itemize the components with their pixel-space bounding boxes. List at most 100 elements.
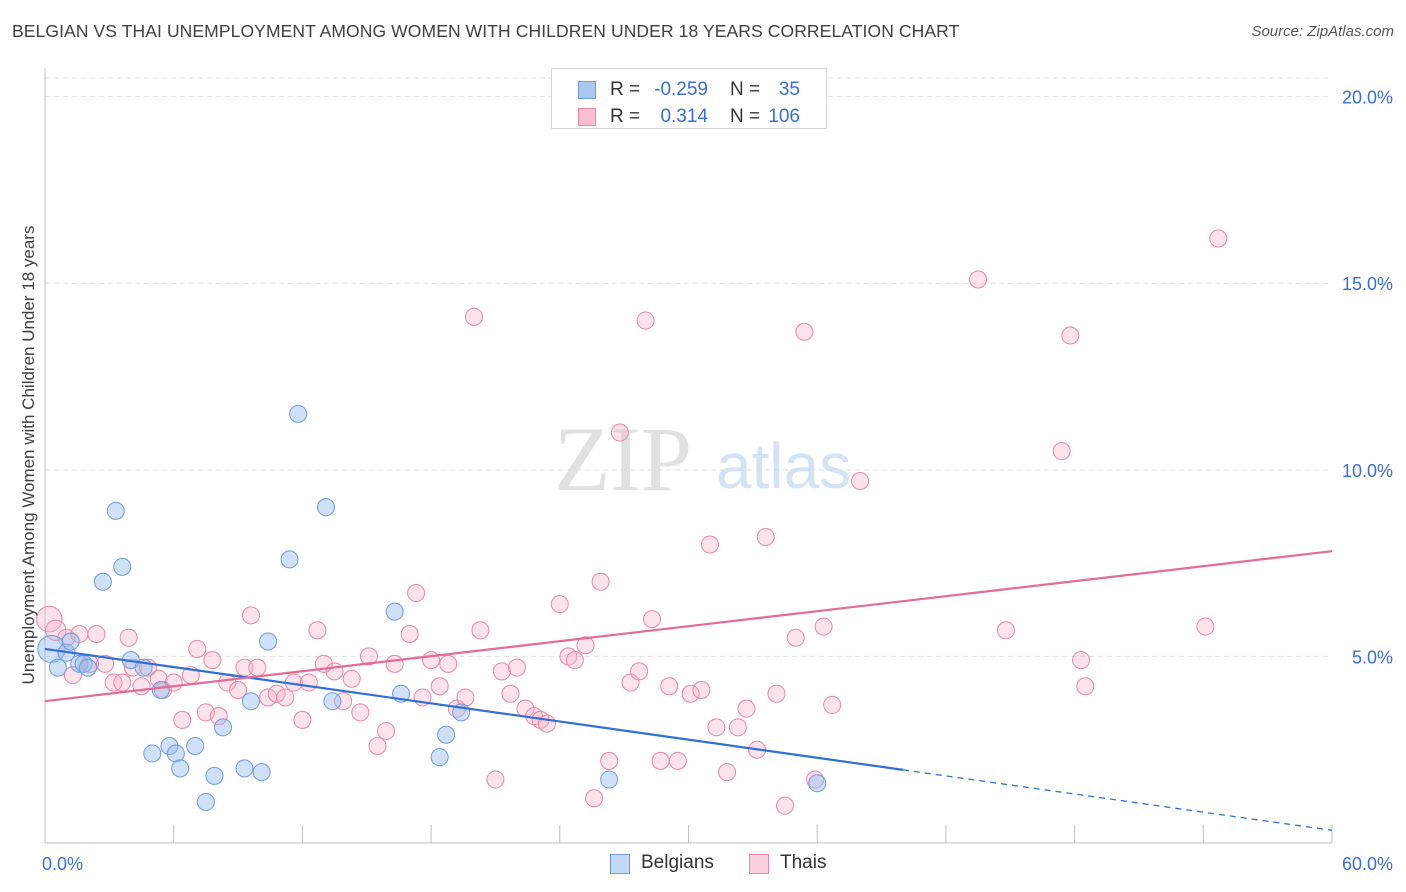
belgian-point [106, 501, 125, 520]
thai-point [229, 681, 248, 699]
thai-point [1209, 229, 1228, 248]
thai-point [1052, 442, 1071, 461]
thai-point [385, 654, 404, 673]
n-value: 106 [768, 106, 800, 127]
thai-point [507, 658, 526, 677]
thai-point [814, 617, 833, 636]
thai-point [123, 658, 142, 677]
belgian-point [241, 692, 260, 711]
thai-point [359, 647, 378, 666]
belgian-point [143, 744, 162, 763]
n-label: N = [730, 106, 761, 127]
belgian-point [113, 557, 132, 576]
belgian-point [171, 759, 190, 778]
source-label: Source: ZipAtlas.com [1251, 23, 1394, 40]
belgian-point [316, 498, 335, 517]
thai-point [692, 681, 711, 699]
thai-point [1076, 677, 1095, 696]
belgian-trend-extension [902, 769, 1333, 831]
belgian-point [93, 572, 112, 591]
thai-point [795, 322, 814, 341]
r-value: -0.259 [654, 79, 708, 100]
thai-point [267, 684, 286, 703]
belgian-point [280, 550, 299, 569]
belgian-point [323, 692, 342, 711]
belgian-trend-line [44, 647, 904, 771]
thai-point [241, 606, 260, 625]
chart-title: BELGIAN VS THAI UNEMPLOYMENT AMONG WOMEN… [12, 21, 960, 41]
thai-point [377, 722, 396, 741]
r-value: 0.314 [660, 106, 708, 127]
thai-point [486, 770, 505, 789]
x-tick-label: 0.0% [42, 854, 83, 874]
thai-point [203, 651, 222, 670]
thai-point [465, 307, 483, 326]
correlation-legend: R = -0.259 N = 35 R = 0.314 N = 106 [551, 68, 827, 129]
axes [44, 68, 1333, 844]
belgian-point [70, 654, 89, 673]
belgian-point [186, 736, 205, 755]
belgian-point [151, 681, 170, 699]
thai-point [681, 684, 700, 703]
belgians-swatch [578, 81, 596, 99]
watermark-atlas: atlas [716, 430, 851, 502]
belgian-point [437, 725, 456, 744]
thai-point [585, 789, 604, 808]
thai-point [756, 528, 775, 546]
thai-point [767, 684, 786, 703]
tick-labels: 5.0% 10.0% 15.0% 20.0% 0.0% 60.0% [42, 88, 1393, 874]
thai-points [36, 229, 1228, 815]
thai-point [96, 654, 115, 673]
thais-swatch [749, 854, 769, 874]
legend-label-thais: Thais [780, 852, 827, 873]
thai-point [700, 535, 719, 554]
thai-point [718, 763, 737, 782]
thai-point [299, 673, 318, 692]
thai-point [996, 621, 1015, 640]
thai-trend-line [44, 550, 1333, 703]
belgians-swatch [610, 854, 630, 874]
thai-point [368, 736, 387, 755]
thai-point [407, 583, 426, 602]
thai-point [471, 621, 490, 640]
thai-point [276, 688, 295, 707]
thai-point [1072, 651, 1091, 670]
thai-point [422, 651, 441, 670]
thai-point [591, 572, 610, 591]
thai-point [610, 423, 629, 442]
legend-row-thais: R = 0.314 N = 106 [552, 104, 826, 130]
belgian-point [235, 759, 254, 778]
x-tick-label: 60.0% [1342, 854, 1393, 874]
n-label: N = [730, 79, 761, 100]
y-tick-label: 5.0% [1352, 647, 1393, 667]
thai-point [600, 751, 619, 770]
belgian-point [166, 744, 185, 763]
belgian-point [78, 658, 97, 677]
y-tick-label: 10.0% [1342, 461, 1393, 481]
thai-point [173, 710, 192, 729]
r-label: R = [610, 106, 641, 127]
thai-point [550, 595, 569, 614]
y-tick-label: 15.0% [1342, 274, 1393, 294]
trend-lines [44, 550, 1333, 831]
thai-point [63, 666, 82, 685]
thai-point [113, 673, 132, 692]
thai-point [823, 695, 842, 714]
thai-point [400, 625, 419, 644]
thai-point [492, 662, 511, 681]
thai-point [1196, 617, 1215, 636]
thai-point [630, 662, 649, 681]
thai-point [87, 625, 106, 644]
thai-point [308, 621, 327, 640]
thai-point [209, 707, 228, 726]
thai-point [707, 718, 726, 737]
thai-point [728, 718, 747, 737]
thai-point [737, 699, 756, 718]
n-value: 35 [778, 79, 800, 100]
belgian-point [385, 602, 404, 621]
y-tick-label: 20.0% [1342, 88, 1393, 108]
thai-point [430, 677, 449, 696]
belgian-point [430, 748, 449, 767]
belgian-point [214, 718, 233, 737]
